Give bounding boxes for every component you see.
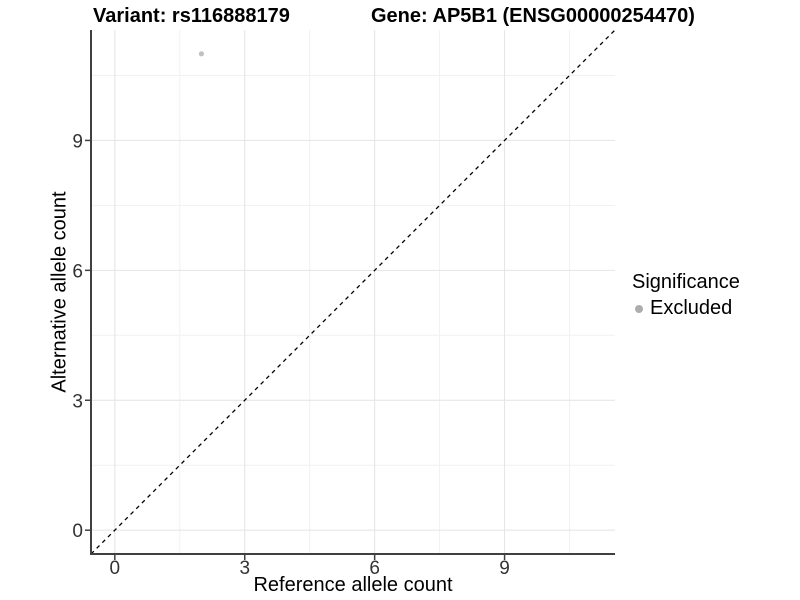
legend-item-label: Excluded <box>650 297 733 319</box>
plot-title-gene: Gene: AP5B1 (ENSG00000254470) <box>371 5 695 27</box>
plot-title-variant: Variant: rs116888179 <box>93 5 290 27</box>
identity-line <box>90 29 616 555</box>
tick-label: 0 <box>110 558 121 579</box>
tick-labels: 0 3 6 9 0 3 6 9 <box>72 131 509 579</box>
legend-key <box>632 302 646 316</box>
axis-lines <box>90 30 615 555</box>
tick-label: 3 <box>72 391 83 412</box>
legend-title: Significance <box>632 271 740 293</box>
tick-label: 0 <box>72 521 83 542</box>
tick-label: 3 <box>239 558 250 579</box>
grid-minor <box>91 30 615 554</box>
data-points <box>198 51 205 57</box>
tick-label: 9 <box>499 558 510 579</box>
grid-major <box>91 30 615 554</box>
tick-label: 6 <box>72 261 83 282</box>
legend-item-excluded: Excluded <box>632 297 740 320</box>
y-axis-title: Alternative allele count <box>48 191 71 393</box>
legend: Significance Excluded <box>632 271 740 320</box>
excluded-point-icon <box>635 304 643 313</box>
tick-label: 6 <box>369 558 380 579</box>
axis-ticks <box>85 139 506 560</box>
x-axis-title: Reference allele count <box>253 574 453 596</box>
data-point <box>198 51 205 57</box>
tick-label: 9 <box>72 131 83 152</box>
